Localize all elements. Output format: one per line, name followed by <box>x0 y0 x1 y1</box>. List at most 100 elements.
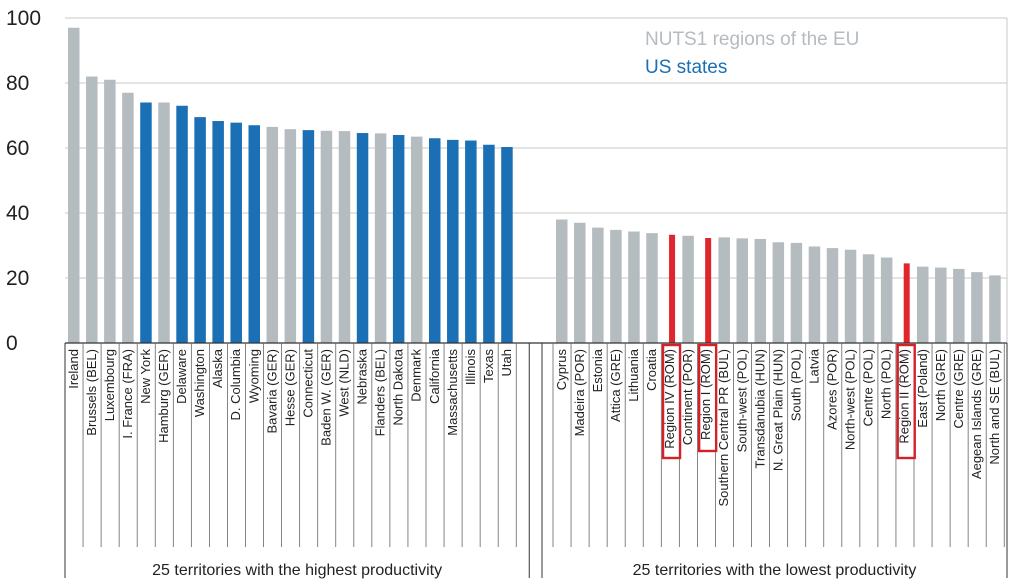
bar <box>194 117 206 343</box>
highlight-box <box>697 343 718 453</box>
bar <box>212 121 224 344</box>
bar <box>158 102 170 343</box>
x-tick-label: Estonia <box>590 348 605 392</box>
bar <box>302 130 315 343</box>
bar <box>429 138 441 343</box>
bar <box>953 268 965 343</box>
x-tick-label: Delaware <box>174 349 189 404</box>
x-tick-label: Transdanubia (HUN) <box>752 349 767 468</box>
bar <box>483 144 495 343</box>
bar <box>610 229 622 343</box>
bar <box>989 275 1001 343</box>
highlight-box <box>896 343 916 460</box>
bar <box>862 254 875 343</box>
bar <box>501 147 513 343</box>
bar <box>248 125 260 343</box>
bar <box>230 122 242 344</box>
bar <box>374 133 387 343</box>
bar <box>736 238 748 343</box>
x-tick-label: South-west (POL) <box>734 349 749 452</box>
x-tick-label: Flanders (BEL) <box>373 349 388 436</box>
x-tick-label: Denmark <box>409 349 424 402</box>
group-label: 25 territories with the lowest productiv… <box>633 562 917 579</box>
x-tick-label: Southern Central PR (BUL) <box>716 349 731 507</box>
bar <box>410 136 423 343</box>
bar <box>176 105 188 343</box>
bar <box>790 242 803 343</box>
x-tick-label: Croatia <box>644 348 659 391</box>
x-tick-label: California <box>427 348 442 404</box>
x-tick-label: Centre (GRE) <box>951 349 966 428</box>
bar <box>826 248 839 343</box>
x-tick-label: North (GRE) <box>933 349 948 421</box>
bar <box>86 76 98 343</box>
bar <box>447 139 459 343</box>
x-tick-label: Texas <box>481 349 496 383</box>
bar <box>844 249 857 343</box>
x-tick-label: Centre (POL) <box>861 349 876 426</box>
bar <box>592 227 604 343</box>
bar <box>628 231 640 343</box>
x-tick-label: Cyprus <box>554 349 569 391</box>
group-labels: 25 territories with the highest producti… <box>152 562 916 579</box>
x-tick-label: Region I (ROM) <box>698 349 713 440</box>
y-tick-label: 80 <box>6 72 29 95</box>
x-tick-label: Connecticut <box>300 349 315 418</box>
x-tick-label: Brussels (BEL) <box>84 349 99 436</box>
bar <box>682 235 694 343</box>
x-tick-label: Illinois <box>463 349 478 386</box>
bar <box>104 79 116 343</box>
bar <box>392 135 405 343</box>
x-tick-label: Region IV (ROM) <box>662 349 677 449</box>
bar <box>556 219 568 343</box>
y-tick-label: 0 <box>6 332 18 355</box>
bar <box>465 140 477 343</box>
bar <box>705 238 712 343</box>
bar <box>917 266 929 343</box>
x-tick-label: Luxembourg <box>102 349 117 421</box>
x-tick-label: Ireland <box>66 349 81 389</box>
bar <box>320 130 333 343</box>
legend-us: US states <box>645 57 727 78</box>
legend-eu: NUTS1 regions of the EU <box>645 29 859 50</box>
y-axis-ticks: 0 20 40 60 80 100 <box>6 7 41 355</box>
y-tick-label: 20 <box>6 267 29 290</box>
x-tick-label: Lithuania <box>626 348 641 402</box>
bar <box>356 133 369 343</box>
x-tick-label: North and SE (BUL) <box>987 349 1002 465</box>
bar <box>68 27 80 343</box>
x-tick-label: I. France (FRA) <box>120 349 135 439</box>
x-tick-label: Nebraska <box>355 348 370 404</box>
x-tick-label: Alaska <box>210 348 225 388</box>
bar <box>574 222 586 343</box>
bar <box>140 102 152 343</box>
x-tick-label: N. Great Plain (HUN) <box>770 349 785 471</box>
x-tick-label: Bavaria (GER) <box>264 349 279 434</box>
bar <box>754 239 767 343</box>
x-tick-label: Wyoming <box>246 349 261 403</box>
bar <box>880 257 893 343</box>
bar <box>808 246 821 343</box>
bar <box>266 126 279 343</box>
bar <box>903 263 910 343</box>
x-tick-label: New York <box>138 349 153 404</box>
x-tick-label: Continent (POR) <box>680 349 695 445</box>
x-tick-label: Attica (GRE) <box>608 349 623 422</box>
highlight-box <box>661 343 682 460</box>
x-tick-label: East (Poland) <box>915 349 930 428</box>
bar <box>338 131 351 343</box>
x-tick-label: North Dakota <box>391 348 406 425</box>
x-tick-label: Aegean Islands (GRE) <box>969 349 984 479</box>
x-tick-label: D. Columbia <box>228 348 243 420</box>
y-tick-label: 40 <box>6 202 29 225</box>
y-tick-label: 100 <box>6 7 41 30</box>
bar <box>772 242 785 343</box>
x-tick-label: South (POL) <box>788 349 803 421</box>
x-tick-label: Utah <box>499 349 514 376</box>
x-tick-label: Hesse (GER) <box>282 349 297 426</box>
bar <box>284 129 297 343</box>
x-tick-label: North (POL) <box>879 349 894 419</box>
x-tick-label: Massachusetts <box>445 349 460 436</box>
legend: NUTS1 regions of the EU US states <box>645 29 859 78</box>
